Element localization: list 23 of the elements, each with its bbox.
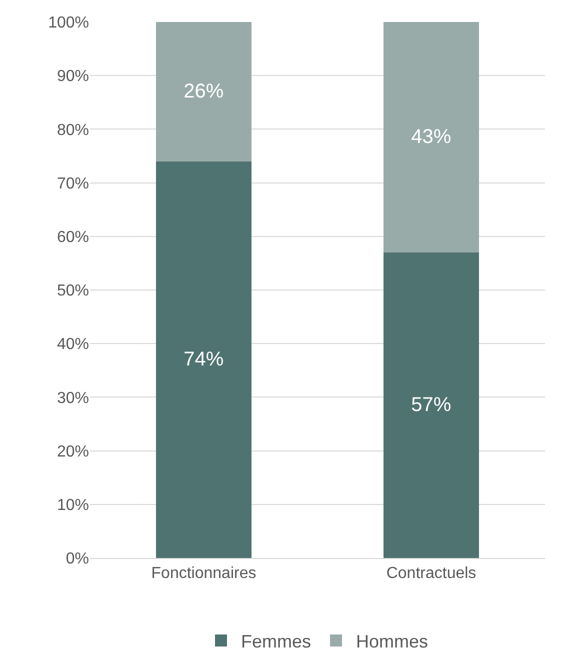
bar — [156, 22, 252, 162]
y-tick-label: 20% — [56, 443, 89, 460]
bar — [383, 22, 480, 252]
bar — [156, 161, 252, 558]
y-tick-label: 40% — [56, 336, 89, 354]
data-label: 57% — [411, 394, 452, 416]
x-tick-label: Contractuels — [386, 565, 476, 582]
data-label: 26% — [184, 80, 224, 103]
y-tick-label: 0% — [66, 550, 89, 568]
data-label: 43% — [411, 126, 452, 148]
y-tick-label: 90% — [56, 68, 89, 86]
y-tick-label: 70% — [56, 175, 89, 192]
legend-label: Hommes — [356, 632, 428, 652]
legend-label: Femmes — [241, 632, 312, 652]
y-tick-label: 30% — [56, 390, 89, 407]
y-tick-label: 10% — [56, 497, 89, 514]
y-tick-label: 80% — [56, 122, 89, 139]
x-tick-label: Fonctionnaires — [151, 565, 256, 582]
y-tick-label: 50% — [56, 282, 89, 300]
y-tick-label: 60% — [56, 229, 89, 246]
bar — [383, 252, 480, 558]
y-tick-label: 100% — [48, 14, 89, 32]
data-label: 74% — [184, 348, 224, 371]
